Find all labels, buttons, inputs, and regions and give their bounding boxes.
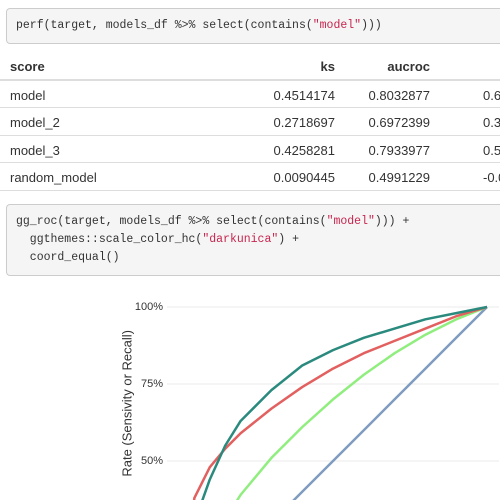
code-line: perf(target, models_df %>% select(contai… (16, 19, 382, 32)
code-block: perf(target, models_df %>% select(contai… (6, 8, 500, 44)
code-line: ggthemes::scale_color_hc("darkunica") + (16, 233, 299, 246)
table-cell: 0.3 (483, 115, 500, 130)
table-cell: 0.2718697 (273, 115, 335, 130)
result-table: score ks aucroc model 0.4514174 0.8032877 0.6 m… (0, 52, 500, 191)
table-cell: model (10, 87, 46, 103)
table-cell: model_2 (10, 115, 60, 130)
roc-curve (179, 307, 487, 500)
roc-curve (179, 307, 487, 500)
table-cell: 0.8032877 (368, 87, 430, 103)
plot-panel (167, 295, 499, 500)
code-line: coord_equal() (16, 251, 120, 264)
table-row: model_3 0.4258281 0.7933977 0.5 (0, 136, 500, 163)
table-cell: 0.7933977 (368, 142, 430, 158)
code-line: gg_roc(target, models_df %>% select(cont… (16, 215, 410, 228)
table-cell: random_model (10, 170, 97, 185)
table-cell: model_3 (10, 142, 60, 158)
table-row: random_model 0.0090445 0.4991229 -0.0 (0, 163, 500, 191)
roc-curve (179, 307, 487, 500)
table-cell: 0.4258281 (273, 142, 335, 158)
table-cell: 0.5 (483, 142, 500, 158)
y-tick-label: 75% (141, 378, 163, 390)
table-cell: 0.6 (483, 87, 500, 103)
table-cell: 0.4991229 (368, 170, 430, 185)
table-cell: 0.0090445 (273, 170, 335, 185)
y-tick-label: 50% (141, 455, 163, 467)
header-cell: ks (320, 59, 335, 74)
y-tick-label: 100% (135, 301, 163, 313)
header-cell: score (10, 59, 45, 74)
table-header: score ks aucroc (0, 52, 500, 81)
roc-curve (179, 307, 487, 500)
y-axis-label: Rate (Sensivity or Recall) (119, 330, 134, 477)
table-cell: 0.6972399 (368, 115, 430, 130)
table-cell: -0.0 (483, 170, 500, 185)
table-row: model_2 0.2718697 0.6972399 0.3 (0, 108, 500, 136)
header-cell: aucroc (387, 59, 430, 74)
table-row: model 0.4514174 0.8032877 0.6 (0, 81, 500, 108)
code-block: gg_roc(target, models_df %>% select(cont… (6, 204, 500, 276)
table-cell: 0.4514174 (273, 87, 335, 103)
